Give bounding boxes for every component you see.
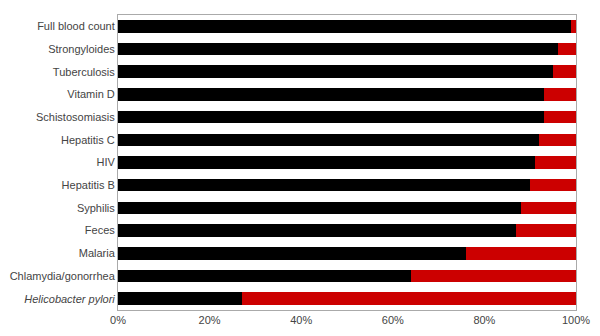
svg-text:Full blood count: Full blood count: [37, 20, 115, 32]
svg-text:Chlamydia/gonorrhea: Chlamydia/gonorrhea: [10, 270, 116, 282]
svg-text:Helicobacter pylori: Helicobacter pylori: [24, 293, 115, 305]
svg-text:0%: 0%: [110, 314, 126, 326]
svg-text:Strongyloides: Strongyloides: [48, 43, 115, 55]
svg-text:Hepatitis C: Hepatitis C: [61, 134, 115, 146]
svg-text:Vitamin D: Vitamin D: [67, 88, 115, 100]
svg-text:60%: 60%: [382, 314, 404, 326]
svg-text:Schistosomiasis: Schistosomiasis: [36, 111, 115, 123]
svg-text:20%: 20%: [199, 314, 221, 326]
svg-text:Hepatitis B: Hepatitis B: [62, 179, 115, 191]
svg-text:Tuberculosis: Tuberculosis: [53, 66, 115, 78]
svg-text:80%: 80%: [473, 314, 495, 326]
svg-text:100%: 100%: [562, 314, 590, 326]
svg-text:Feces: Feces: [85, 224, 115, 236]
svg-text:Syphilis: Syphilis: [77, 202, 115, 214]
svg-text:40%: 40%: [290, 314, 312, 326]
svg-text:HIV: HIV: [96, 156, 115, 168]
svg-text:Malaria: Malaria: [79, 247, 116, 259]
